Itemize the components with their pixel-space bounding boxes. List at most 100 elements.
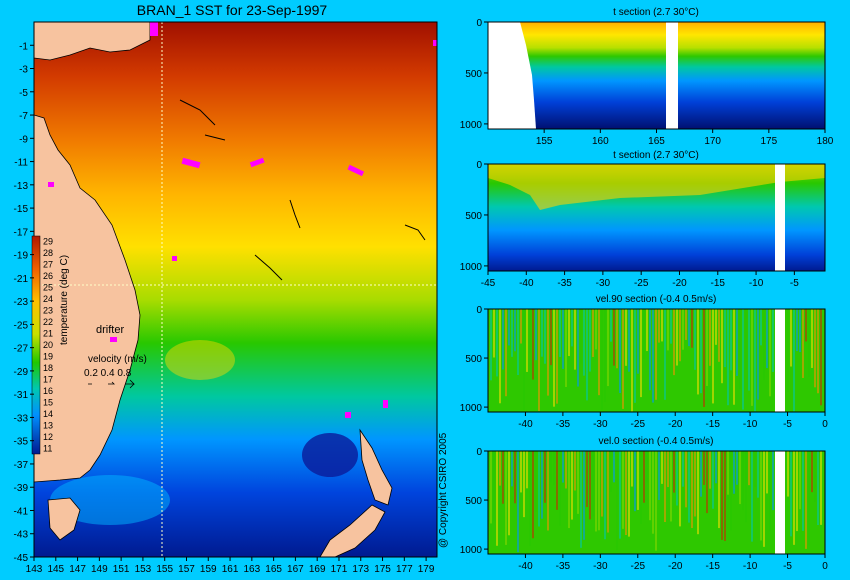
velocity-stripe — [667, 309, 669, 351]
velocity-legend-values: 0.2 0.4 0.8 — [84, 368, 132, 379]
section1-plot — [487, 21, 826, 130]
velocity-stripe — [514, 451, 516, 504]
map-x-tick-label: 155 — [156, 564, 173, 575]
vanuatu-islands — [289, 199, 301, 229]
section2-x-tick-label: -20 — [672, 278, 687, 289]
velocity-stripe — [610, 309, 612, 342]
colorbar-tick-label: 11 — [43, 443, 52, 453]
map-y-tick-label: -17 — [14, 227, 29, 238]
section1-field — [488, 22, 825, 129]
map-y-tick-label: -5 — [19, 88, 28, 99]
velocity-stripe — [667, 451, 669, 488]
velocity-stripe — [682, 451, 684, 487]
velocity-stripe — [631, 451, 633, 487]
velocity-stripe — [679, 309, 681, 362]
velocity-stripe — [799, 309, 801, 353]
drifter-marker — [48, 182, 54, 187]
velocity-stripe — [724, 309, 726, 368]
fiji-islands — [404, 224, 426, 241]
velocity-stripe — [577, 309, 579, 387]
section2-y-tick-label: 0 — [476, 160, 482, 171]
map-x-tick-label: 169 — [309, 564, 326, 575]
colorbar-tick-label: 20 — [43, 340, 53, 350]
drifter-legend-label: drifter — [96, 324, 124, 336]
velocity-stripe — [673, 309, 675, 376]
velocity-stripe — [796, 451, 798, 532]
map-y-ticks: -1 -3 -5 -7 -9 -11 -13 -15 -17 -19 -21 -23 -25 -27 -29… — [14, 41, 34, 564]
velocity-stripe — [739, 451, 741, 505]
map-y-tick-label: -13 — [14, 181, 29, 192]
map-x-tick-label: 147 — [69, 564, 86, 575]
sst-map — [34, 22, 437, 557]
map-x-tick-label: 163 — [243, 564, 260, 575]
velocity-stripe — [496, 309, 498, 377]
velocity-stripe — [646, 309, 648, 352]
colorbar-tick-label: 27 — [43, 260, 53, 270]
velocity-stripe — [559, 451, 561, 526]
section4-ticks: -40 -35 -30 -25 -20 -15 -10 -5 0 0 500 1000 — [460, 447, 828, 572]
velocity-stripe — [811, 451, 813, 493]
velocity-stripe — [817, 451, 819, 526]
map-x-tick-label: 167 — [287, 564, 304, 575]
velocity-stripe — [760, 451, 762, 541]
velocity-stripe — [643, 451, 645, 503]
drifter-marker — [181, 157, 201, 169]
velocity-stripe — [724, 451, 726, 541]
velocity-stripe — [712, 309, 714, 404]
velocity-stripe — [742, 451, 744, 511]
velocity-stripe — [493, 451, 495, 521]
section1-title: t section (2.7 30°C) — [613, 7, 699, 18]
velocity-stripe — [745, 451, 747, 523]
velocity-stripe — [613, 309, 615, 366]
velocity-legend-label: velocity (m/s) — [88, 354, 147, 365]
velocity-stripe — [610, 451, 612, 492]
velocity-stripe — [772, 451, 774, 511]
velocity-stripe — [499, 451, 501, 486]
velocity-stripe — [571, 451, 573, 520]
map-y-tick-label: -23 — [14, 297, 29, 308]
velocity-stripe — [649, 451, 651, 521]
velocity-stripe — [568, 451, 570, 529]
velocity-stripe — [790, 309, 792, 367]
map-y-tick-label: -29 — [14, 367, 29, 378]
velocity-stripe — [793, 451, 795, 545]
velocity-stripe — [769, 451, 771, 531]
section2-x-tick-label: -35 — [557, 278, 572, 289]
velocity-stripe — [688, 309, 690, 347]
map-x-tick-label: 159 — [200, 564, 217, 575]
velocity-stripe — [709, 309, 711, 366]
map-y-tick-label: -45 — [14, 553, 29, 564]
velocity-stripe — [505, 309, 507, 397]
velocity-stripe — [820, 309, 822, 406]
velocity-stripe — [697, 309, 699, 395]
velocity-stripe — [634, 451, 636, 512]
velocity-stripe — [553, 451, 555, 486]
section3-y-tick-label: 500 — [465, 354, 482, 365]
section4-x-tick-label: -15 — [705, 561, 720, 572]
velocity-stripe — [553, 309, 555, 407]
velocity-stripe — [631, 309, 633, 412]
drifter-marker — [383, 400, 388, 408]
velocity-stripe — [547, 451, 549, 531]
velocity-stripe — [604, 309, 606, 402]
velocity-stripe — [754, 309, 756, 412]
section2-y-tick-label: 500 — [465, 211, 482, 222]
velocity-stripe — [616, 309, 618, 369]
velocity-stripe — [640, 451, 642, 524]
velocity-stripe — [688, 451, 690, 523]
section4-plot — [487, 450, 826, 555]
map-y-tick-label: -11 — [14, 158, 28, 169]
velocity-stripe — [745, 309, 747, 370]
section3-x-tick-label: -40 — [518, 419, 533, 430]
velocity-stripe — [685, 451, 687, 508]
velocity-stripe — [727, 451, 729, 495]
velocity-stripe — [532, 309, 534, 380]
velocity-stripe — [607, 451, 609, 533]
velocity-stripe — [565, 451, 567, 489]
map-x-tick-label: 149 — [91, 564, 108, 575]
velocity-stripe — [616, 451, 618, 551]
velocity-stripe — [595, 309, 597, 350]
colorbar-tick-label: 19 — [43, 351, 53, 361]
section2-x-tick-label: -10 — [749, 278, 764, 289]
